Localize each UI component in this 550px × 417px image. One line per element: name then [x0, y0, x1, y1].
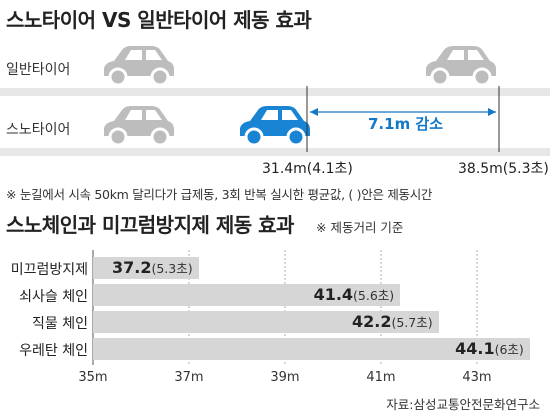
- footnote: ※ 눈길에서 시속 50km 달리다가 급제동, 3회 반복 실시한 평균값, …: [6, 187, 433, 202]
- value-number: 42.2: [351, 312, 392, 331]
- tick-label: 37m: [174, 370, 204, 385]
- value-label: 42.2(5.7초): [352, 312, 433, 331]
- arrow-head-left: [310, 108, 318, 116]
- value-time: (5.6초): [353, 288, 395, 303]
- chart-subtitle: ※ 제동거리 기준: [316, 220, 404, 235]
- category-label: 우레탄 체인: [19, 343, 88, 359]
- distance-markers: [306, 86, 500, 152]
- bar: [93, 284, 401, 306]
- tick-label: 41m: [366, 370, 396, 385]
- value-time: (6초): [494, 342, 524, 357]
- lane-label-regular: 일반타이어: [6, 62, 71, 78]
- marker-label-snow: 31.4m(4.1초): [262, 161, 353, 177]
- value-number: 37.2: [111, 258, 152, 277]
- top-title: 스노타이어 VS 일반타이어 제동 효과: [6, 8, 312, 32]
- car-icon: [104, 106, 174, 147]
- car-icon: [104, 46, 174, 87]
- arrow-head-right: [488, 108, 496, 116]
- road-lane-snow: [0, 148, 550, 156]
- category-label: 미끄럼방지제: [10, 262, 88, 278]
- lane-label-snow: 스노타이어: [6, 122, 71, 138]
- tick-label: 39m: [270, 370, 300, 385]
- road-lane-regular: [0, 88, 550, 96]
- value-time: (5.7초): [391, 315, 433, 330]
- value-number: 44.1: [455, 339, 495, 358]
- value-time: (5.3초): [151, 261, 193, 276]
- category-label: 직물 체인: [32, 316, 88, 332]
- car-icon: [240, 106, 310, 147]
- tick-label: 43m: [462, 370, 492, 385]
- value-label: 37.2(5.3초): [112, 258, 193, 277]
- chart-title: 스노체인과 미끄럼방지제 제동 효과: [6, 213, 294, 237]
- bar: [93, 338, 530, 360]
- source-note: 자료:삼성교통안전문화연구소: [386, 397, 540, 412]
- value-number: 41.4: [313, 285, 354, 304]
- difference-label: 7.1m 감소: [368, 115, 444, 133]
- tick-label: 35m: [78, 370, 108, 385]
- car-icon: [426, 46, 496, 87]
- category-label: 쇠사슬 체인: [19, 289, 88, 305]
- bar: [93, 257, 199, 279]
- bar: [93, 311, 439, 333]
- value-label: 44.1(6초): [455, 339, 524, 358]
- marker-label-regular: 38.5m(5.3초): [458, 161, 549, 177]
- value-label: 41.4(5.6초): [314, 285, 395, 304]
